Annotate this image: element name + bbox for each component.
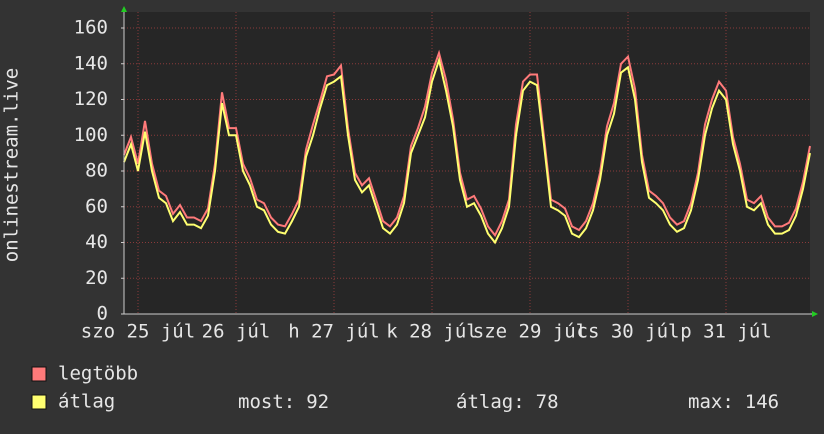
series-line [123, 56, 811, 245]
y-tick-label: 60 [85, 195, 108, 217]
stat-value: 78 [536, 391, 559, 413]
labels: 0 20 40 60 80 100 120 140 160 szo 25 júl 26 júl h 2… [74, 17, 772, 343]
x-tick-label: 26 júl [202, 321, 271, 343]
y-tick-label: 140 [74, 52, 108, 74]
y-tick-label: 40 [85, 231, 108, 253]
stat-label: max: [688, 391, 734, 413]
stat-value: 92 [306, 391, 329, 413]
y-tick-label: 0 [97, 303, 108, 325]
lines [123, 49, 811, 245]
legend-label: legtöbb [58, 363, 138, 385]
series-line [123, 49, 811, 238]
stat-value: 146 [745, 391, 779, 413]
legend: legtöbb átlag most: 92 átlag: 78 max: 146 [31, 363, 779, 413]
stat-label: most: [238, 391, 295, 413]
y-tick-label: 20 [85, 267, 108, 289]
x-tick-label: p 31 júl [680, 321, 772, 343]
y-arrow [121, 6, 127, 12]
stat: átlag: 78 [456, 391, 559, 413]
x-tick-label: k 28 júl [386, 321, 478, 343]
x-tick-label: sze 29 júl [473, 321, 587, 343]
y-tick-label: 80 [85, 160, 108, 182]
plot-area [124, 12, 810, 314]
y-tick-label: 160 [74, 17, 108, 39]
x-arrow [812, 311, 818, 317]
stat: most: 92 [238, 391, 329, 413]
legend-label: átlag [58, 391, 115, 413]
x-tick-label: h 27 júl [288, 321, 380, 343]
x-tick-label: cs 30 júl [577, 321, 680, 343]
stat-label: átlag: [456, 391, 525, 413]
legend-swatch [31, 394, 47, 410]
legend-swatch [31, 366, 47, 382]
y-tick-label: 100 [74, 124, 108, 146]
stat: max: 146 [688, 391, 779, 413]
y-axis-label: onlinestream.live [1, 68, 23, 262]
x-tick-label: szo 25 júl [81, 321, 195, 343]
y-tick-label: 120 [74, 88, 108, 110]
